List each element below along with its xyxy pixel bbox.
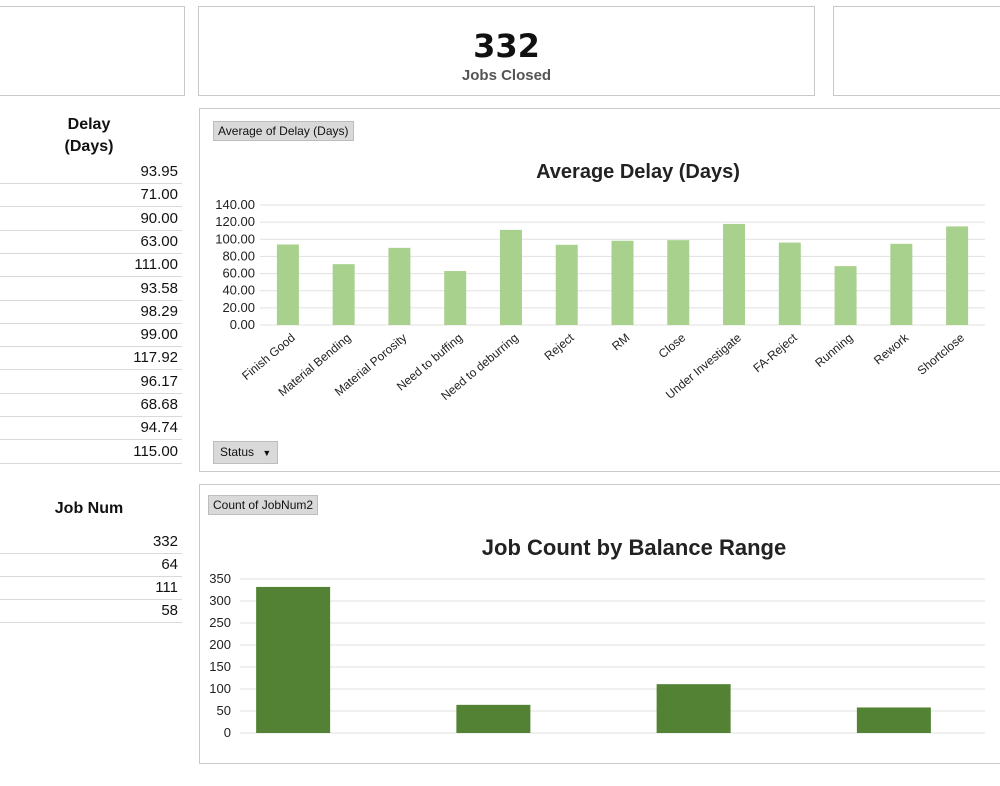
delay-table-value: 115.00 [133,442,178,460]
delay-header-line1: Delay [67,116,111,133]
delay-table-row: 98.29 [0,301,182,324]
delay-table-row: 111.00 [0,254,182,278]
delay-bar [555,244,578,325]
delay-table-header: Delay (Days) [0,114,182,158]
delay-x-tick: RM [609,331,632,354]
delay-table-row: 63.00 [0,231,182,254]
delay-table-value: 98.29 [140,302,178,320]
delay-table-row: 94.74 [0,417,182,441]
count-field-button[interactable]: Count of JobNum2 [208,495,319,515]
delay-y-tick: 140.00 [215,197,255,212]
jobnum-table-value: 332 [152,533,178,550]
jobnum-table-card: Job Num 332 64 111 58 [0,484,186,634]
jobnum-table-row: 58 [0,600,182,623]
count-bar [856,707,931,733]
jobnum-table-value: 64 [161,556,178,573]
delay-table-value: 93.58 [140,279,178,297]
delay-table-row: 99.00 [0,324,182,348]
jobnum-table-row: 111 [0,577,182,600]
delay-y-tick: 0.00 [230,317,255,332]
jobnum-table-value: 58 [161,602,178,619]
jobnum-table-value: 111 [155,579,178,596]
count-y-tick: 150 [209,659,231,674]
delay-bar [611,240,634,325]
count-y-tick: 250 [209,615,231,630]
delay-table-value: 63.00 [140,232,178,250]
delay-bar [388,247,411,325]
delay-table-value: 90.00 [140,209,178,227]
count-y-tick: 100 [209,681,231,696]
delay-table-value: 96.17 [140,372,178,390]
delay-table-card: Delay (Days) 93.95 71.00 90.00 63.00 111.00 9… [0,108,186,472]
count-y-tick: 50 [217,703,231,718]
delay-x-tick: Finish Good [239,331,298,383]
delay-table-value: 71.00 [140,186,178,204]
jobnum-table-row: 64 [0,554,182,577]
delay-table-row: 68.68 [0,394,182,417]
count-y-tick: 200 [209,637,231,652]
count-y-tick: 350 [209,571,231,586]
delay-table-row: 96.17 [0,371,182,394]
count-bar [256,586,331,733]
count-chart-card: Count of JobNum2 Job Count by Balance Ra… [199,484,1000,764]
delay-y-tick: 40.00 [222,283,255,298]
delay-y-tick: 60.00 [222,266,255,281]
count-bar [656,684,731,733]
delay-bar [890,243,913,325]
delay-bar [946,226,969,325]
kpi-value: 332 [473,27,540,65]
delay-bar [444,271,467,325]
delay-table-value: 111.00 [134,256,178,274]
status-filter-button[interactable]: Status ▼ [213,441,279,464]
delay-bar [276,244,299,325]
delay-x-tick: Shortclose [915,330,968,377]
delay-x-tick: Reject [542,330,578,363]
delay-table-row: 117.92 [0,347,182,371]
delay-bar [499,229,522,325]
delay-table-value: 68.68 [140,396,178,413]
delay-y-tick: 20.00 [222,300,255,315]
status-filter-label: Status [220,445,255,459]
count-bar [456,704,531,733]
count-y-tick: 300 [209,593,231,608]
delay-x-tick: Running [812,331,855,370]
delay-y-tick: 120.00 [215,214,255,229]
delay-table-row: 115.00 [0,441,182,464]
kpi-card-jobs-closed: 332 Jobs Closed [198,6,815,96]
delay-header-line2: (Days) [64,138,114,155]
delay-table-value: 94.74 [140,419,178,437]
delay-field-button[interactable]: Average of Delay (Days) [213,121,354,141]
jobnum-table-row: 332 [0,531,182,554]
dropdown-arrow-icon: ▼ [262,448,272,458]
delay-bar [667,240,690,325]
count-chart: Job Count by Balance Range 0 50 100 150 200 25… [209,535,985,740]
delay-table-value: 99.00 [140,326,178,344]
delay-table-value: 117.92 [133,349,178,367]
delay-table-row: 93.58 [0,278,182,301]
delay-chart-title: Average Delay (Days) [536,161,740,183]
kpi-label: Jobs Closed [461,67,552,84]
delay-bar [834,266,857,325]
delay-x-tick: Close [656,330,689,361]
delay-table-row: 90.00 [0,208,182,231]
delay-bar [723,223,746,325]
delay-x-tick: Rework [871,330,912,368]
delay-bar [778,242,801,325]
delay-chart: Average Delay (Days) 0.00 20.00 40.00 60.00 8… [215,161,985,403]
delay-table-value: 93.95 [140,163,178,180]
count-chart-title: Job Count by Balance Range [482,535,786,560]
delay-table-row: 71.00 [0,184,182,208]
delay-y-tick: 100.00 [215,231,255,246]
kpi-card-left [0,6,185,96]
count-y-tick: 0 [224,725,231,740]
kpi-card-right [833,6,1000,96]
delay-chart-card: Average of Delay (Days) Average Delay (D… [199,108,1000,472]
jobnum-table-header: Job Num [54,500,124,517]
delay-table-row: 93.95 [0,161,182,184]
delay-x-tick: FA-Reject [750,330,800,375]
delay-bar [332,264,355,325]
delay-y-tick: 80.00 [222,248,255,263]
